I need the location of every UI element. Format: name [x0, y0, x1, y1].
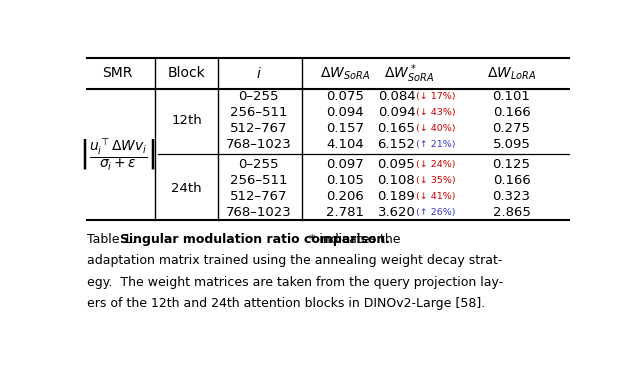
Text: 0.275: 0.275	[493, 122, 531, 135]
Text: 0.075: 0.075	[326, 90, 364, 103]
Text: Table 1.: Table 1.	[88, 233, 140, 246]
Text: 3.620: 3.620	[378, 206, 415, 219]
Text: 2.865: 2.865	[493, 206, 531, 219]
Text: 5.095: 5.095	[493, 138, 531, 151]
Text: (↓ 40%): (↓ 40%)	[417, 124, 456, 133]
Text: 0–255: 0–255	[238, 158, 279, 171]
Text: 768–1023: 768–1023	[226, 206, 291, 219]
Text: 0.095: 0.095	[378, 158, 415, 171]
Text: 6.152: 6.152	[378, 138, 415, 151]
Text: 0–255: 0–255	[238, 90, 279, 103]
Text: adaptation matrix trained using the annealing weight decay strat-: adaptation matrix trained using the anne…	[88, 255, 503, 267]
Text: (↑ 26%): (↑ 26%)	[417, 208, 456, 217]
Text: 256–511: 256–511	[230, 174, 287, 187]
Text: 768–1023: 768–1023	[226, 138, 291, 151]
Text: (↓ 41%): (↓ 41%)	[417, 192, 456, 201]
Text: 12th: 12th	[172, 114, 202, 127]
Text: 0.206: 0.206	[326, 190, 364, 203]
Text: 0.094: 0.094	[378, 106, 415, 119]
Text: 0.189: 0.189	[378, 190, 415, 203]
Text: 512–767: 512–767	[230, 190, 287, 203]
Text: 0.108: 0.108	[378, 174, 415, 187]
Text: $i$: $i$	[255, 66, 262, 81]
Text: (↑ 21%): (↑ 21%)	[417, 140, 456, 149]
Text: 24th: 24th	[172, 182, 202, 195]
Text: 0.084: 0.084	[378, 90, 415, 103]
Text: 256–511: 256–511	[230, 106, 287, 119]
Text: 0.097: 0.097	[326, 158, 364, 171]
Text: 0.165: 0.165	[378, 122, 415, 135]
Text: 0.094: 0.094	[326, 106, 364, 119]
Text: (↓ 35%): (↓ 35%)	[416, 176, 456, 185]
Text: $\left|\dfrac{u_i^\top \Delta W v_i}{\sigma_i+\epsilon}\right|$: $\left|\dfrac{u_i^\top \Delta W v_i}{\si…	[79, 136, 156, 173]
Text: * indicates the: * indicates the	[301, 233, 401, 246]
Text: Singular modulation ratio comparison.: Singular modulation ratio comparison.	[120, 233, 390, 246]
Text: $\Delta W_{LoRA}$: $\Delta W_{LoRA}$	[487, 65, 536, 82]
Text: Block: Block	[168, 66, 205, 80]
Text: 0.166: 0.166	[493, 106, 531, 119]
Text: $\Delta W^*_{SoRA}$: $\Delta W^*_{SoRA}$	[384, 62, 434, 85]
Text: 0.323: 0.323	[493, 190, 531, 203]
Text: egy.  The weight matrices are taken from the query projection lay-: egy. The weight matrices are taken from …	[88, 276, 504, 288]
Text: 0.157: 0.157	[326, 122, 364, 135]
Text: 0.101: 0.101	[493, 90, 531, 103]
Text: 4.104: 4.104	[326, 138, 364, 151]
Text: (↓ 17%): (↓ 17%)	[417, 92, 456, 101]
Text: SMR: SMR	[102, 66, 132, 80]
Text: (↓ 24%): (↓ 24%)	[417, 160, 456, 169]
Text: 0.105: 0.105	[326, 174, 364, 187]
Text: 0.166: 0.166	[493, 174, 531, 187]
Text: 2.781: 2.781	[326, 206, 364, 219]
Text: ers of the 12th and 24th attention blocks in DINOv2-Large [58].: ers of the 12th and 24th attention block…	[88, 297, 486, 310]
Text: 512–767: 512–767	[230, 122, 287, 135]
Text: 0.125: 0.125	[493, 158, 531, 171]
Text: (↓ 43%): (↓ 43%)	[416, 108, 456, 117]
Text: $\Delta W_{SoRA}$: $\Delta W_{SoRA}$	[321, 65, 371, 82]
